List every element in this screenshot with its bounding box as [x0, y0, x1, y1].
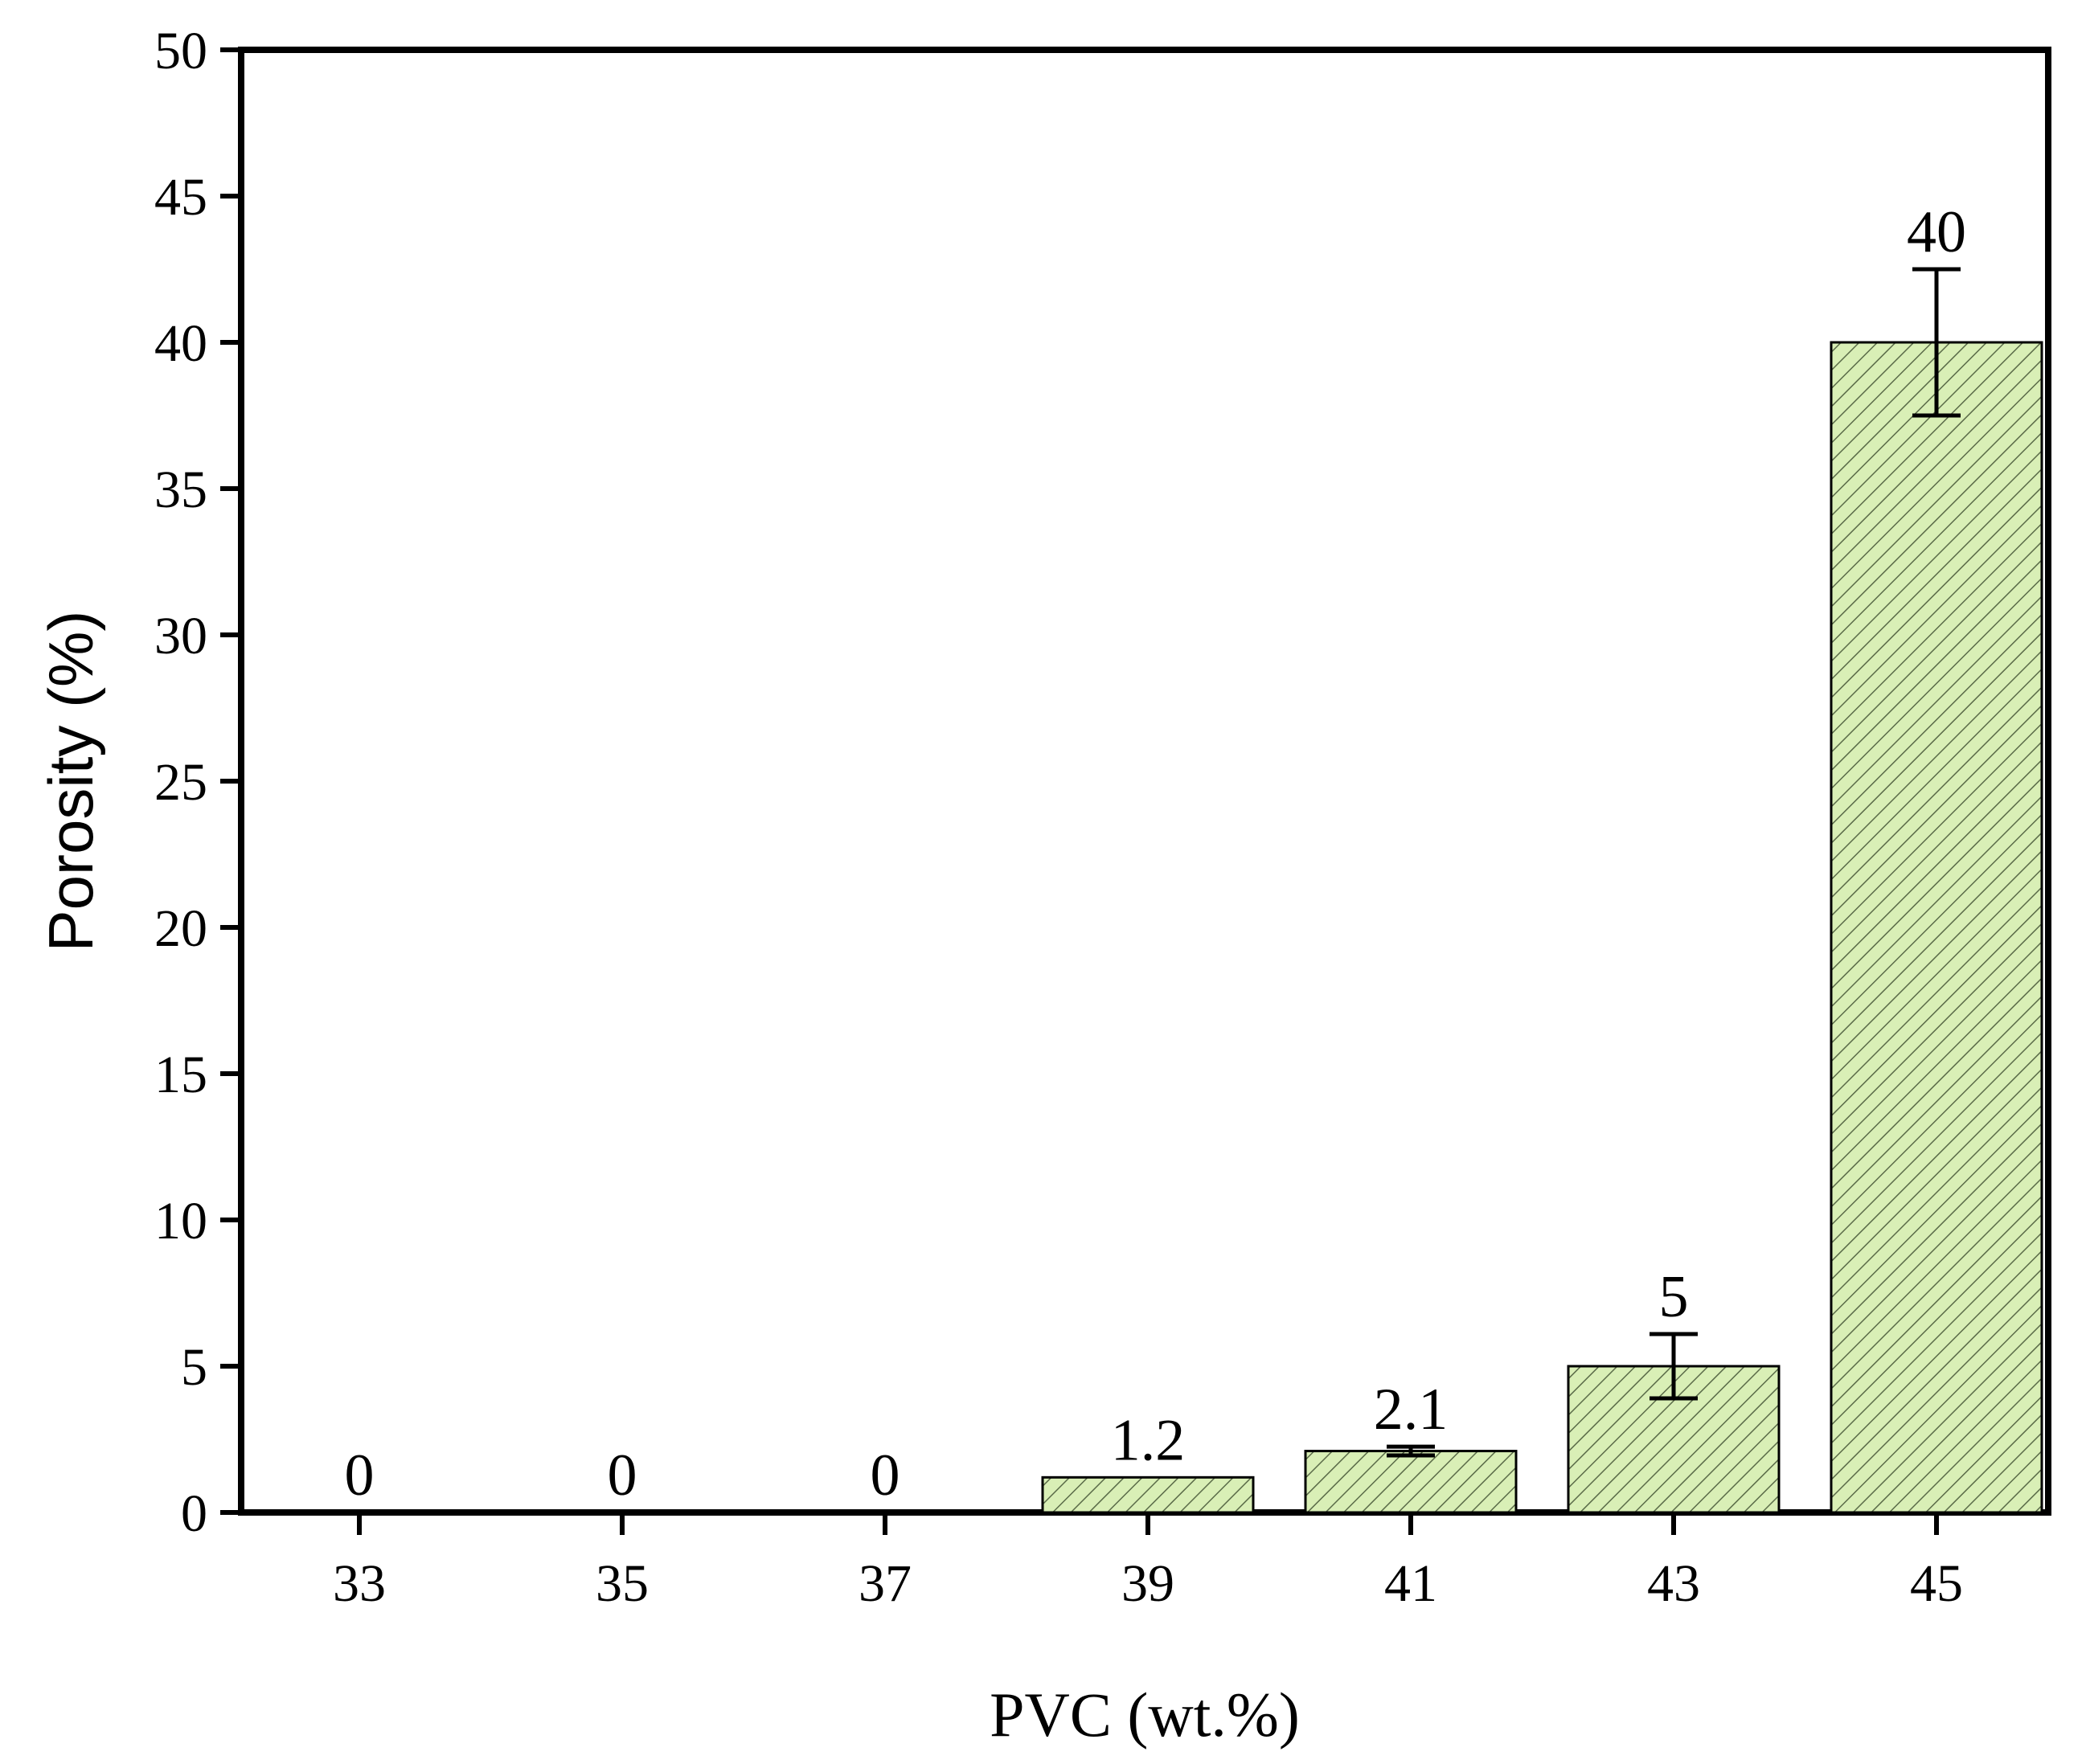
x-tick-label: 39 [1121, 1554, 1174, 1613]
error-bar [1387, 1444, 1435, 1458]
error-bar [1912, 267, 1961, 418]
y-tick-label: 15 [154, 1046, 207, 1104]
y-axis: 0 5 10 15 20 25 30 35 40 45 50 [154, 22, 241, 1543]
y-tick-label: 50 [154, 22, 207, 80]
x-axis: 33 35 37 39 41 43 45 [333, 1512, 1963, 1613]
y-tick-label: 30 [154, 607, 207, 665]
y-tick-label: 45 [154, 168, 207, 227]
y-tick-label: 5 [181, 1338, 207, 1397]
x-tick-label: 41 [1384, 1554, 1437, 1613]
bar [1830, 341, 2043, 1514]
data-label: 0 [871, 1443, 900, 1508]
data-label: 0 [608, 1443, 637, 1508]
data-label: 2.1 [1374, 1377, 1449, 1443]
y-tick-label: 25 [154, 753, 207, 812]
y-axis-title: Porosity (%) [35, 611, 106, 952]
data-label: 0 [345, 1443, 375, 1508]
bar [1041, 1475, 1255, 1514]
y-tick-label: 35 [154, 460, 207, 519]
x-tick-label: 43 [1647, 1554, 1700, 1613]
data-label: 40 [1907, 199, 1966, 265]
data-labels: 0 0 0 1.2 2.1 5 40 [345, 199, 1967, 1508]
bar [1304, 1450, 1518, 1514]
bars [1041, 341, 2043, 1514]
x-tick-label: 45 [1910, 1554, 1963, 1613]
x-axis-title: PVC (wt.%) [990, 1680, 1300, 1750]
error-bar [1650, 1332, 1698, 1401]
y-tick-label: 40 [154, 314, 207, 373]
error-bars [1387, 267, 1961, 1458]
data-label: 1.2 [1111, 1407, 1186, 1473]
y-tick-label: 20 [154, 899, 207, 958]
y-tick-label: 0 [181, 1484, 207, 1543]
y-tick-label: 10 [154, 1192, 207, 1250]
x-tick-label: 33 [333, 1554, 386, 1613]
x-tick-label: 35 [596, 1554, 649, 1613]
x-tick-label: 37 [859, 1554, 912, 1613]
data-label: 5 [1659, 1264, 1689, 1330]
plot-area-frame [238, 47, 2051, 1516]
